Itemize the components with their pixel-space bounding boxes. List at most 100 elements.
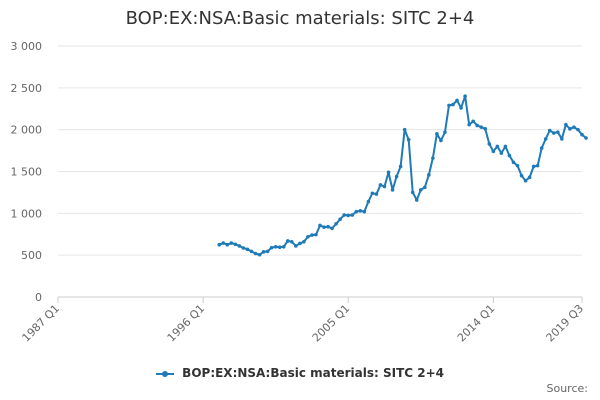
data-point[interactable] (338, 217, 342, 221)
data-point[interactable] (245, 247, 250, 252)
data-point[interactable] (410, 190, 415, 195)
data-point[interactable] (386, 170, 391, 175)
data-point[interactable] (221, 241, 226, 245)
data-point[interactable] (564, 122, 568, 127)
data-point[interactable] (463, 94, 467, 98)
data-point[interactable] (491, 149, 496, 154)
data-point[interactable] (257, 252, 262, 257)
data-point[interactable] (515, 163, 520, 168)
data-point[interactable] (390, 188, 395, 192)
x-tick-label: 1996 Q1 (165, 302, 208, 345)
data-point[interactable] (435, 132, 439, 136)
data-point[interactable] (374, 192, 379, 196)
data-point[interactable] (249, 249, 254, 254)
data-point[interactable] (261, 250, 266, 254)
y-tick-label: 1 000 (11, 207, 43, 220)
data-point[interactable] (576, 127, 580, 132)
data-point[interactable] (366, 199, 371, 204)
data-point[interactable] (402, 127, 407, 132)
data-point[interactable] (568, 127, 572, 131)
data-point[interactable] (572, 125, 576, 129)
grid-lines (58, 45, 582, 298)
data-point[interactable] (467, 122, 471, 127)
series-area (217, 94, 588, 257)
data-point[interactable] (229, 241, 234, 245)
data-point[interactable] (455, 98, 459, 103)
data-point[interactable] (310, 233, 314, 237)
data-point[interactable] (233, 242, 238, 247)
data-point[interactable] (499, 151, 504, 155)
legend-swatch-icon (155, 369, 174, 379)
data-point[interactable] (539, 146, 544, 150)
data-point[interactable] (507, 153, 512, 158)
data-point[interactable] (370, 191, 375, 196)
data-point[interactable] (418, 188, 423, 192)
data-point[interactable] (503, 144, 508, 149)
data-point[interactable] (378, 183, 383, 187)
data-point[interactable] (447, 103, 451, 108)
data-point[interactable] (342, 213, 346, 217)
data-point[interactable] (551, 131, 556, 135)
data-point[interactable] (471, 119, 475, 124)
data-point[interactable] (269, 245, 274, 250)
data-point[interactable] (511, 160, 516, 165)
data-point[interactable] (326, 224, 330, 229)
data-point[interactable] (294, 244, 298, 248)
data-point[interactable] (382, 184, 387, 189)
data-point[interactable] (535, 163, 540, 168)
data-point[interactable] (406, 137, 411, 142)
data-point[interactable] (439, 138, 443, 143)
data-point[interactable] (479, 125, 484, 129)
data-point[interactable] (560, 137, 564, 141)
data-point[interactable] (346, 213, 351, 218)
data-point[interactable] (273, 245, 278, 249)
data-point[interactable] (398, 164, 403, 169)
data-point[interactable] (354, 209, 359, 214)
data-point[interactable] (431, 156, 435, 160)
data-point[interactable] (277, 245, 282, 250)
legend[interactable]: BOP:EX:NSA:Basic materials: SITC 2+4 (0, 366, 600, 380)
data-point[interactable] (414, 198, 419, 202)
data-point[interactable] (459, 106, 463, 110)
data-point[interactable] (427, 173, 431, 177)
data-point[interactable] (306, 234, 310, 239)
y-tick-label: 2 500 (11, 82, 43, 95)
data-point[interactable] (362, 209, 367, 214)
data-point[interactable] (302, 239, 306, 244)
data-point[interactable] (495, 144, 500, 149)
data-point[interactable] (217, 242, 222, 247)
data-point[interactable] (225, 242, 230, 247)
data-point[interactable] (241, 246, 246, 250)
data-point[interactable] (394, 174, 399, 179)
data-point[interactable] (237, 244, 242, 248)
data-point[interactable] (322, 225, 326, 229)
data-point[interactable] (358, 209, 363, 213)
data-point[interactable] (281, 245, 286, 249)
data-point[interactable] (543, 137, 548, 141)
data-point[interactable] (523, 178, 528, 183)
data-point[interactable] (285, 239, 290, 243)
data-point[interactable] (527, 175, 532, 180)
data-point[interactable] (519, 173, 524, 178)
data-point[interactable] (350, 213, 355, 217)
data-point[interactable] (443, 130, 447, 134)
data-point[interactable] (423, 185, 427, 190)
data-point[interactable] (314, 232, 318, 237)
data-point[interactable] (330, 226, 334, 231)
data-point[interactable] (580, 132, 584, 137)
data-point[interactable] (556, 130, 560, 134)
data-point[interactable] (253, 251, 258, 256)
data-point[interactable] (265, 249, 270, 254)
data-point[interactable] (298, 241, 302, 246)
data-point[interactable] (451, 102, 455, 107)
data-point[interactable] (483, 127, 488, 131)
data-point[interactable] (289, 239, 294, 244)
data-point[interactable] (531, 164, 536, 169)
data-point[interactable] (487, 142, 492, 146)
y-tick-label: 1 500 (11, 166, 43, 179)
data-point[interactable] (334, 221, 338, 226)
data-point[interactable] (584, 136, 588, 140)
data-point[interactable] (318, 223, 322, 228)
data-point[interactable] (475, 123, 480, 128)
data-point[interactable] (547, 128, 552, 133)
